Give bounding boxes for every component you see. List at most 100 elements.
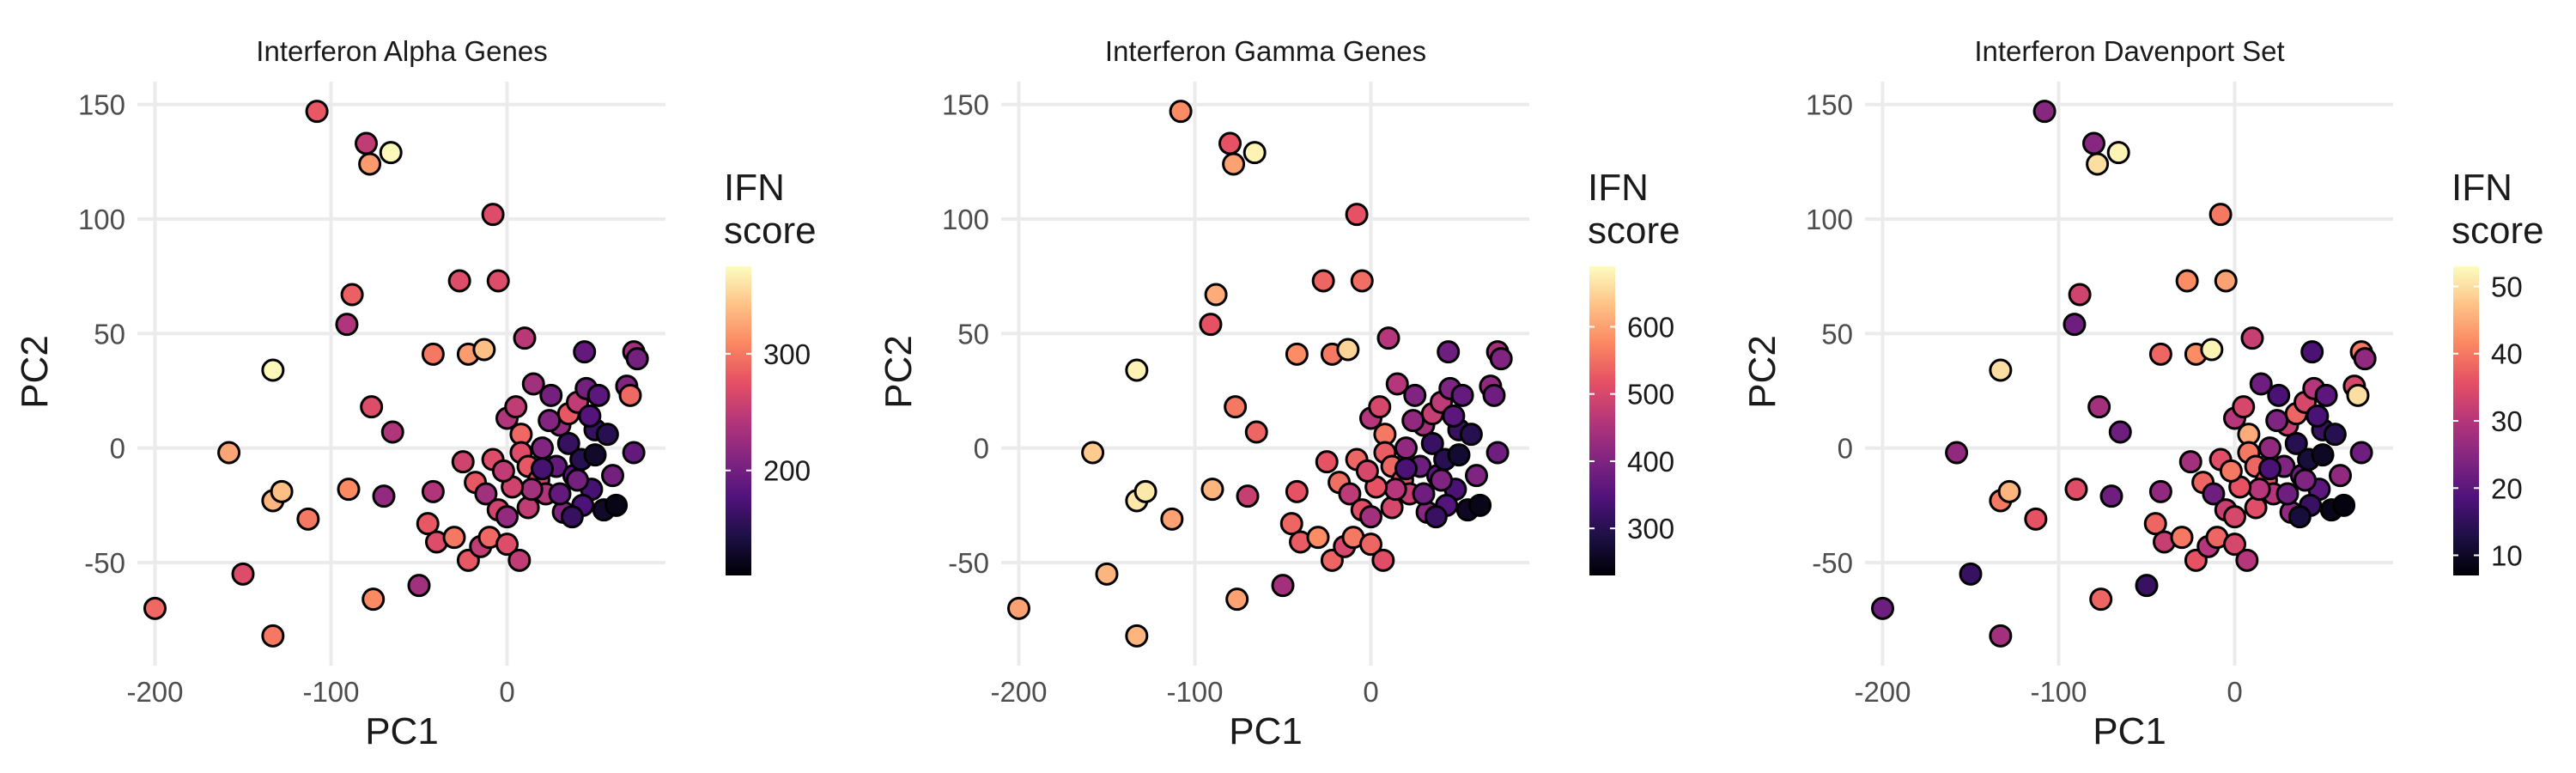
data-point — [2306, 404, 2330, 428]
data-point — [618, 383, 642, 407]
x-ticks: -200 -100 0 — [990, 676, 1378, 708]
grid — [1001, 82, 1529, 666]
data-point — [2170, 526, 2194, 550]
data-point — [1450, 383, 1474, 407]
colorbar — [1589, 266, 1615, 575]
data-point — [1424, 505, 1448, 529]
data-point — [1224, 395, 1248, 419]
x-tick-label: 0 — [2227, 676, 2242, 708]
data-point — [531, 436, 554, 460]
data-point — [1401, 409, 1425, 433]
data-point — [358, 152, 382, 176]
data-point — [1989, 358, 2013, 382]
legend: IFN score 10 20 30 40 50 — [2451, 167, 2544, 575]
data-point — [625, 347, 649, 371]
data-point — [2349, 441, 2373, 465]
data-point — [1412, 482, 1436, 506]
data-point — [1371, 548, 1395, 572]
x-ticks: -200 -100 0 — [1854, 676, 2242, 708]
data-point — [1465, 464, 1488, 488]
data-point — [516, 496, 540, 520]
data-point — [2223, 533, 2246, 557]
data-point — [1311, 269, 1335, 293]
legend-title-line1: IFN — [1588, 167, 1649, 209]
data-point — [1336, 338, 1360, 362]
data-point — [1169, 100, 1193, 124]
data-point — [1338, 482, 1362, 506]
data-point — [1242, 141, 1267, 165]
y-tick-label: -50 — [948, 547, 989, 579]
data-point — [481, 203, 505, 227]
data-point — [1385, 372, 1409, 396]
data-point — [1125, 624, 1149, 648]
data-point — [1468, 493, 1492, 517]
data-point — [1222, 152, 1246, 176]
data-point — [1403, 383, 1427, 407]
data-point — [447, 269, 471, 293]
data-point — [416, 512, 440, 536]
data-point — [2258, 436, 2281, 460]
data-point — [217, 441, 241, 465]
data-point — [1244, 420, 1268, 444]
legend-tick-label: 300 — [1627, 513, 1674, 545]
data-point — [1383, 478, 1407, 502]
x-ticks: -200 -100 0 — [126, 676, 514, 708]
data-point — [2068, 283, 2092, 307]
data-point — [2082, 131, 2105, 155]
data-point — [622, 441, 646, 465]
data-point — [1225, 587, 1249, 612]
data-point — [2148, 342, 2172, 366]
data-point — [1306, 526, 1330, 550]
y-tick-label: 150 — [1806, 89, 1853, 121]
grid — [1865, 82, 2393, 666]
y-tick-label: 0 — [1838, 433, 1853, 465]
data-point — [1359, 533, 1382, 557]
data-point — [1376, 326, 1400, 350]
data-point — [521, 372, 545, 396]
data-point — [2135, 574, 2159, 598]
data-point — [1200, 478, 1224, 502]
panel-alpha: Interferon Alpha Genes -200 -100 0 -50 0 50 1… — [14, 35, 817, 752]
data-point — [2024, 507, 2048, 531]
y-axis-title: PC2 — [878, 335, 920, 409]
data-point — [605, 493, 629, 517]
data-point — [335, 313, 359, 337]
data-point — [2106, 141, 2130, 165]
data-point — [1945, 441, 1969, 465]
data-point — [2287, 505, 2312, 529]
y-tick-label: 100 — [78, 204, 125, 235]
data-point — [1133, 479, 1157, 503]
data-point — [337, 478, 361, 502]
legend-tick-label: 600 — [1627, 311, 1674, 343]
data-point — [2240, 326, 2264, 350]
data-point — [305, 100, 329, 124]
data-point — [143, 596, 167, 620]
data-point — [1447, 443, 1471, 467]
data-point — [1095, 562, 1119, 586]
x-axis-title: PC1 — [365, 710, 439, 752]
data-point — [472, 338, 496, 362]
data-point — [2265, 409, 2289, 433]
colorbar — [726, 266, 751, 575]
data-point — [2143, 512, 2167, 536]
data-point — [421, 342, 445, 366]
data-point — [2300, 340, 2324, 364]
data-point — [1989, 624, 2013, 648]
data-point — [2232, 395, 2256, 419]
x-tick-label: -200 — [990, 676, 1047, 708]
data-point — [2086, 152, 2110, 176]
y-tick-label: -50 — [84, 547, 125, 579]
data-point — [1081, 441, 1105, 465]
data-point — [296, 507, 320, 531]
data-point — [261, 358, 285, 382]
legend-tick-label: 400 — [1627, 446, 1674, 478]
data-point — [2099, 484, 2123, 508]
data-point — [1442, 404, 1466, 428]
legend-tick-label: 500 — [1627, 379, 1674, 411]
data-point — [1368, 395, 1392, 419]
data-point — [261, 624, 285, 648]
data-point — [2284, 431, 2308, 455]
panel-title: Interferon Gamma Genes — [1105, 35, 1426, 67]
data-point — [1345, 203, 1369, 227]
